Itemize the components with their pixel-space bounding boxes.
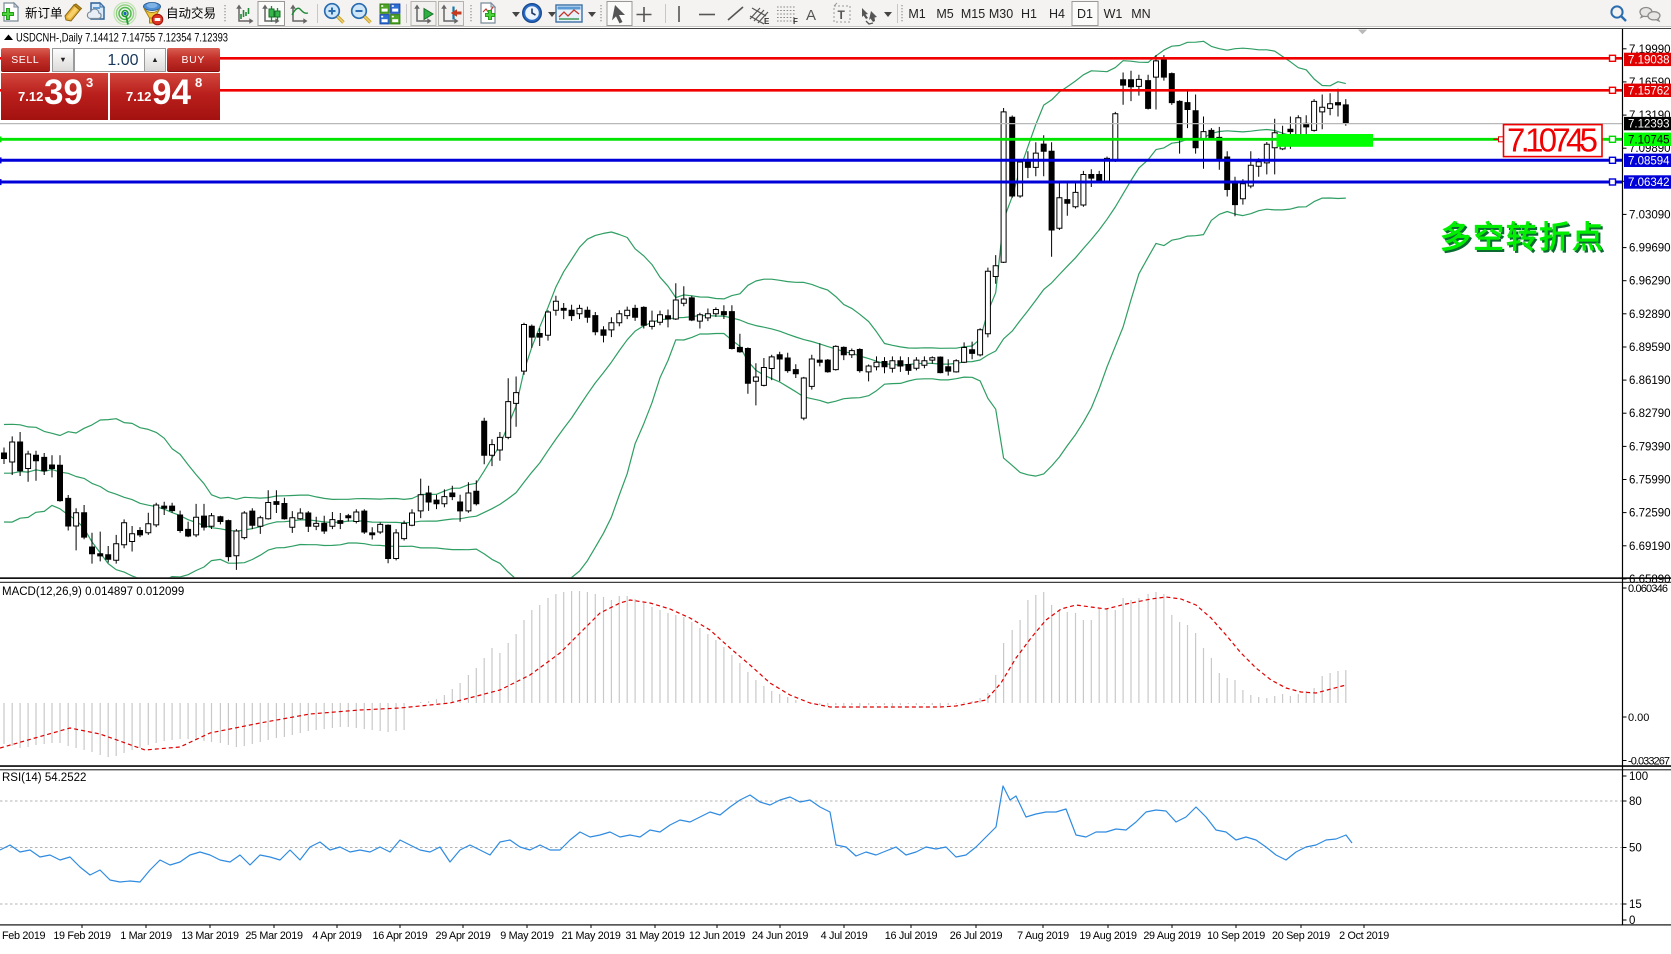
svg-text:6.75990: 6.75990 (1629, 475, 1671, 487)
svg-text:7.09890: 7.09890 (1629, 143, 1671, 155)
svg-text:100: 100 (1629, 771, 1648, 783)
svg-text:0: 0 (1629, 915, 1635, 927)
svg-text:W1: W1 (1104, 7, 1123, 21)
svg-text:19 Feb 2019: 19 Feb 2019 (53, 930, 111, 942)
svg-text:MN: MN (1131, 7, 1150, 21)
svg-text:6.65890: 6.65890 (1629, 574, 1671, 586)
svg-text:7.06342: 7.06342 (1628, 177, 1670, 189)
svg-text:7 Aug 2019: 7 Aug 2019 (1017, 930, 1069, 942)
svg-text:16 Apr 2019: 16 Apr 2019 (373, 930, 428, 942)
svg-text:6.99690: 6.99690 (1629, 243, 1671, 255)
svg-text:6.86190: 6.86190 (1629, 375, 1671, 387)
svg-text:USDCNH-,Daily 7.14412 7.14755: USDCNH-,Daily 7.14412 7.14755 7.12354 7.… (16, 31, 228, 45)
svg-text:2 Oct 2019: 2 Oct 2019 (1339, 930, 1389, 942)
svg-text:13 Mar 2019: 13 Mar 2019 (181, 930, 239, 942)
svg-text:4 Apr 2019: 4 Apr 2019 (312, 930, 362, 942)
svg-text:D1: D1 (1077, 7, 1093, 21)
svg-text:6.79390: 6.79390 (1629, 441, 1671, 453)
svg-text:7.10745: 7.10745 (1628, 134, 1670, 146)
svg-text:6.92890: 6.92890 (1629, 309, 1671, 321)
svg-text:29 Aug 2019: 29 Aug 2019 (1143, 930, 1201, 942)
svg-text:6.82790: 6.82790 (1629, 408, 1671, 420)
svg-text:F: F (793, 17, 798, 26)
svg-text:10 Sep 2019: 10 Sep 2019 (1207, 930, 1265, 942)
svg-text:21 May 2019: 21 May 2019 (561, 930, 620, 942)
svg-text:25 Mar 2019: 25 Mar 2019 (245, 930, 303, 942)
svg-text:MACD(12,26,9) 0.014897 0.01209: MACD(12,26,9) 0.014897 0.012099 (2, 586, 184, 598)
svg-text:9 May 2019: 9 May 2019 (500, 930, 554, 942)
svg-text:7.15762: 7.15762 (1628, 85, 1670, 97)
svg-text:7.03090: 7.03090 (1629, 209, 1671, 221)
svg-text:H1: H1 (1021, 7, 1037, 21)
svg-text:4 Jul 2019: 4 Jul 2019 (821, 930, 868, 942)
svg-text:0.00: 0.00 (1628, 712, 1649, 724)
svg-text:7.12393: 7.12393 (1628, 119, 1670, 131)
svg-text:50: 50 (1629, 843, 1642, 855)
svg-text:7.08594: 7.08594 (1628, 155, 1670, 167)
svg-text:6.69190: 6.69190 (1629, 541, 1671, 553)
svg-text:31 May 2019: 31 May 2019 (625, 930, 684, 942)
svg-text:6.89590: 6.89590 (1629, 342, 1671, 354)
svg-text:7.19038: 7.19038 (1628, 54, 1670, 66)
svg-text:T: T (838, 8, 846, 22)
svg-text:M1: M1 (908, 7, 925, 21)
svg-text:24 Jun 2019: 24 Jun 2019 (752, 930, 808, 942)
svg-text:自动交易: 自动交易 (166, 6, 216, 21)
svg-text:12 Jun 2019: 12 Jun 2019 (689, 930, 745, 942)
svg-text:19 Aug 2019: 19 Aug 2019 (1079, 930, 1137, 942)
svg-text:RSI(14) 54.2522: RSI(14) 54.2522 (2, 772, 86, 784)
svg-text:7.10745: 7.10745 (1507, 122, 1598, 159)
svg-text:M15: M15 (961, 7, 985, 21)
svg-text:-0.033267: -0.033267 (1628, 756, 1670, 768)
svg-text:20 Sep 2019: 20 Sep 2019 (1272, 930, 1330, 942)
svg-text:15: 15 (1629, 899, 1642, 911)
svg-text:16 Jul 2019: 16 Jul 2019 (885, 930, 938, 942)
svg-text:0.060346: 0.060346 (1628, 583, 1668, 595)
svg-text:80: 80 (1629, 796, 1642, 808)
svg-text:29 Apr 2019: 29 Apr 2019 (436, 930, 491, 942)
svg-text:多空转折点: 多空转折点 (1442, 222, 1607, 257)
svg-text:1 Mar 2019: 1 Mar 2019 (120, 930, 172, 942)
svg-text:A: A (806, 7, 816, 24)
svg-text:E: E (764, 17, 770, 26)
svg-text:6.96290: 6.96290 (1629, 276, 1671, 288)
svg-text:Feb 2019: Feb 2019 (2, 930, 46, 942)
svg-text:M5: M5 (936, 7, 953, 21)
svg-text:新订单: 新订单 (25, 6, 63, 21)
svg-text:M30: M30 (989, 7, 1013, 21)
svg-text:6.72590: 6.72590 (1629, 508, 1671, 520)
svg-text:多空转折点: 多空转折点 (1440, 220, 1605, 255)
svg-text:H4: H4 (1049, 7, 1065, 21)
svg-text:26 Jul 2019: 26 Jul 2019 (950, 930, 1003, 942)
